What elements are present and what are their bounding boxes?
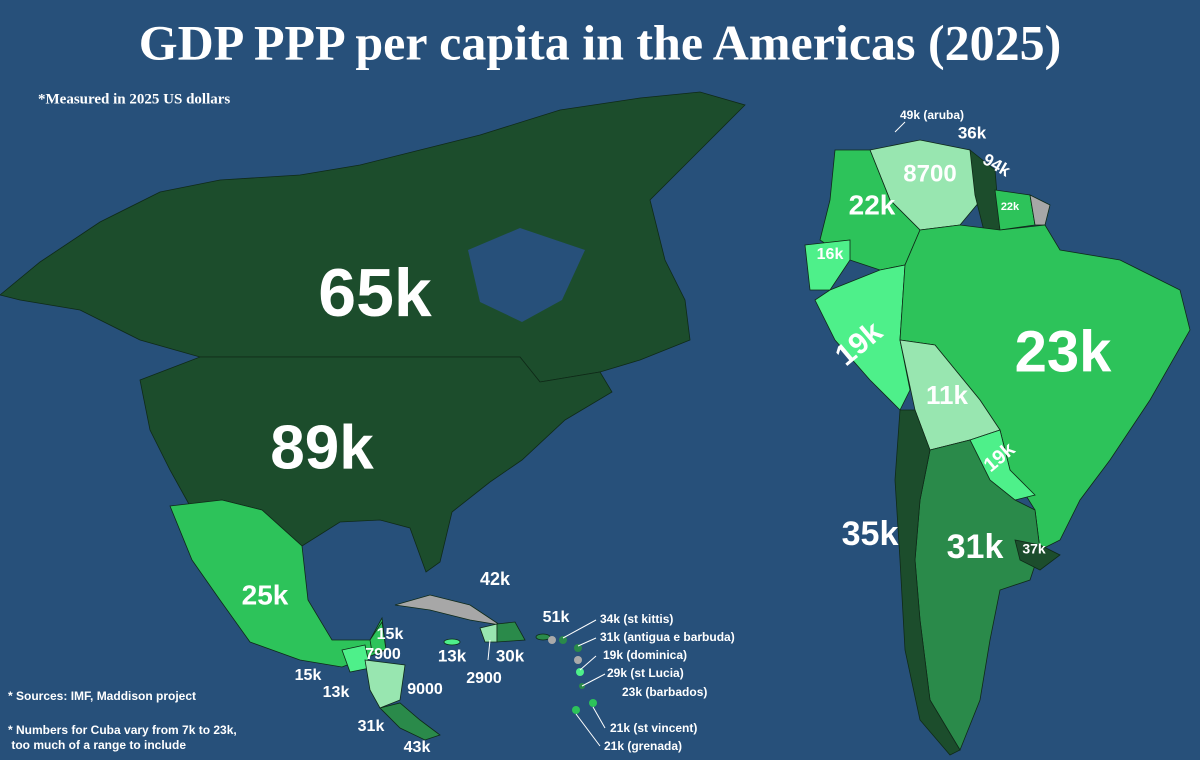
value-label: 11k — [926, 380, 968, 410]
value-label: 13k — [323, 684, 350, 701]
leader-line — [577, 637, 597, 647]
value-label: 35k — [842, 515, 899, 553]
value-label: 42k — [480, 569, 511, 589]
note: too much of a range to include — [8, 738, 186, 752]
value-label: 22k — [849, 189, 896, 220]
leader-lines — [487, 121, 906, 747]
leader-line — [562, 619, 597, 639]
value-label: 49k (aruba) — [900, 108, 964, 122]
value-label: 29k (st Lucia) — [607, 666, 684, 680]
island — [576, 668, 584, 676]
puerto-rico — [535, 633, 551, 641]
value-label: 21k (grenada) — [604, 739, 682, 753]
value-label: 89k — [270, 413, 374, 482]
island — [574, 656, 582, 664]
island — [574, 644, 582, 652]
peru — [814, 264, 911, 411]
mexico — [169, 499, 387, 668]
value-label: 15k — [377, 626, 404, 643]
value-label: 21k (st vincent) — [610, 721, 697, 735]
island — [548, 636, 556, 644]
island — [589, 699, 597, 707]
value-label: 31k — [947, 528, 1004, 566]
leader-line — [592, 706, 606, 729]
value-label: 16k — [817, 246, 844, 263]
subtitle: *Measured in 2025 US dollars — [38, 91, 230, 107]
value-label: 31k — [358, 718, 385, 735]
leader-line — [579, 655, 597, 671]
hudson-bay — [468, 228, 585, 322]
value-label: 25k — [242, 579, 289, 610]
ecuador — [804, 239, 851, 291]
value-label: 31k (antigua e barbuda) — [600, 630, 735, 644]
value-label: 37k — [1022, 541, 1046, 557]
value-label: 65k — [318, 255, 432, 331]
title: GDP PPP per capita in the Americas (2025… — [139, 14, 1062, 70]
usa — [139, 356, 613, 573]
chile — [894, 409, 961, 756]
uruguay — [1014, 539, 1061, 571]
belize — [369, 620, 387, 653]
value-label: 2900 — [466, 670, 502, 687]
leader-line — [894, 121, 906, 133]
value-label: 23k — [1015, 319, 1113, 384]
value-label: 9000 — [407, 681, 443, 698]
island — [572, 706, 580, 714]
leader-line — [487, 639, 491, 661]
value-label: 51k — [543, 609, 570, 626]
value-label: 23k (barbados) — [622, 685, 707, 699]
honduras-nicaragua — [364, 659, 406, 709]
lesser-antilles — [548, 636, 597, 714]
note: * Numbers for Cuba vary from 7k to 23k, — [8, 723, 237, 737]
value-label: 22k — [1001, 201, 1020, 213]
leader-line — [581, 673, 606, 687]
value-label: 13k — [438, 646, 467, 665]
value-label: 7900 — [365, 646, 401, 663]
dominican-republic — [496, 621, 526, 643]
note: * Sources: IMF, Maddison project — [8, 689, 196, 703]
value-label: 36k — [958, 123, 987, 142]
value-label: 8700 — [903, 160, 956, 187]
island — [559, 636, 567, 644]
value-label: 30k — [496, 646, 525, 665]
value-label: 34k (st kittis) — [600, 612, 673, 626]
value-label: 19k (dominica) — [603, 648, 687, 662]
leader-line — [575, 713, 601, 747]
costa-rica-panama — [379, 702, 441, 741]
jamaica — [443, 638, 461, 646]
value-label: 15k — [295, 667, 322, 684]
value-label: 43k — [404, 739, 431, 756]
